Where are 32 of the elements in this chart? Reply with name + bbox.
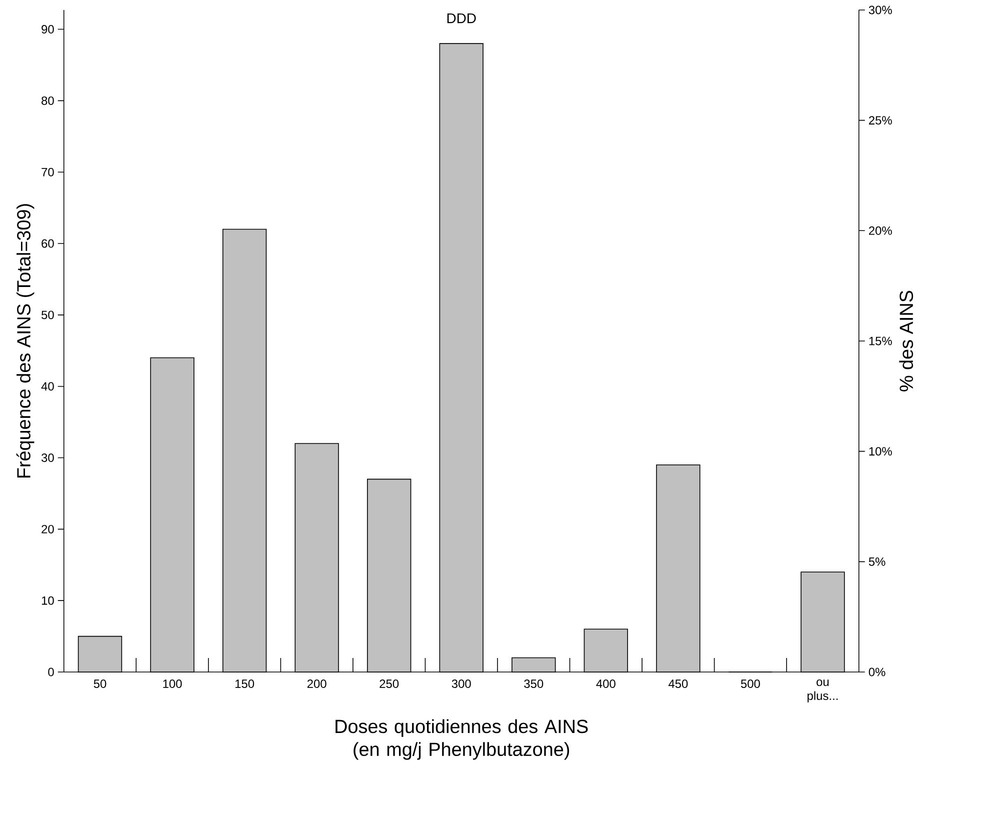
x-tick-label: ou plus... [808,680,838,702]
y2-tick-label: 5% [868,557,886,566]
y2-tick-label: 15% [869,336,892,346]
y-tick-label: 40 [41,382,54,391]
y-tick-label: 50 [42,310,54,320]
x-tick-label: 250 [380,680,399,688]
x-tick-label: 350 [524,680,544,688]
y-tick-label: 0 [48,668,54,676]
x-tick-label: 150 [235,680,254,688]
y2-tick-label: 10% [869,447,892,456]
y2-tick-label: 30% [868,6,892,14]
x-tick-label: 400 [596,680,616,688]
y2-tick-label: 20% [868,226,892,235]
x-tick-label: 300 [452,680,471,688]
y2-axis-title: % des AINS [899,290,914,392]
y-tick-label: 90 [42,25,54,34]
y2-tick-label: 25% [868,116,892,125]
y-tick-label: 10 [42,596,54,605]
y2-tick-label: 0% [868,668,886,676]
x-tick-label: 450 [668,680,688,688]
x-tick-label: 100 [163,680,182,688]
x-axis-title: Doses quotidiennes des AINS (en mg/j Phenylbutazone) [336,719,588,760]
x-tick-label: 500 [740,680,760,688]
y-axis-title: Fréquence des AINS (Total=309) [16,204,34,478]
x-tick-label: 200 [307,680,326,688]
y-tick-label: 80 [42,96,54,105]
y-tick-label: 30 [42,454,54,462]
y-tick-label: 60 [42,239,54,248]
y-tick-label: 70 [42,168,54,176]
annotation: DDD [447,14,476,24]
x-tick-label: 50 [94,680,106,688]
y-tick-label: 20 [42,524,54,534]
